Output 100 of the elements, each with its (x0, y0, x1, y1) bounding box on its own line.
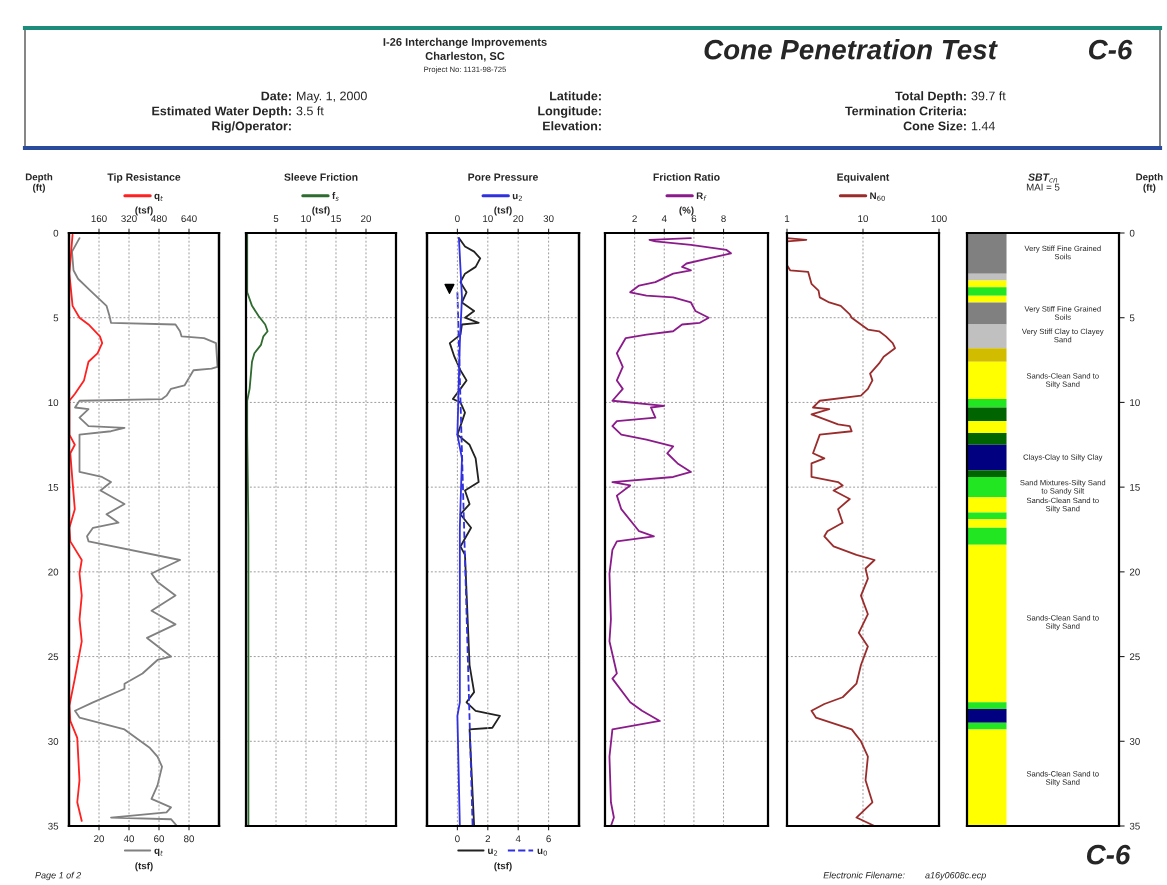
text: Total Depth: (895, 91, 966, 103)
text: Latitude: (550, 91, 601, 101)
x-tick-label: 100 (931, 215, 947, 223)
chart-title: Tip Resistance (107, 173, 181, 183)
text: Rig/Operator: (212, 121, 291, 133)
bar (967, 527, 1007, 545)
bar (967, 421, 1007, 433)
x-tick-label: 10 (301, 215, 312, 223)
bar (967, 399, 1007, 408)
bar (967, 407, 1007, 422)
text: 39.7 ft (971, 91, 1006, 101)
x-axis-title: (tsf) (494, 862, 512, 872)
legend-label: u$_{2}$ (488, 848, 498, 856)
y-tick-label: 35 (1129, 822, 1140, 830)
bar (967, 361, 1007, 400)
chart-title: Pore Pressure (468, 173, 538, 181)
x2-axis-title: (tsf) (135, 206, 153, 216)
bar (967, 497, 1007, 513)
bar (967, 233, 1007, 274)
x-tick-label: 6 (546, 835, 551, 843)
x2-tick-label: 320 (121, 215, 137, 223)
x2-tick-label: 160 (91, 215, 107, 223)
bar (967, 280, 1007, 288)
bar (967, 324, 1007, 349)
x-tick-label: 20 (361, 215, 372, 223)
x-tick-label: 8 (721, 215, 726, 223)
x-tick-label: 6 (691, 215, 697, 223)
legend-label: q$_{t}$ (154, 193, 163, 202)
text: Charleston, SC (425, 51, 505, 62)
x-tick-label: 2 (485, 835, 491, 843)
x-axis-title: (tsf) (312, 206, 330, 216)
line-series (71, 237, 219, 826)
x-tick-label: 20 (94, 835, 105, 843)
x-tick-label: 10 (858, 215, 869, 223)
legend-label: N$_{60}$ (870, 192, 885, 201)
text: Cone Penetration Test (704, 39, 998, 60)
chart-title: SBT$_{cn}$ (1028, 173, 1058, 183)
text: C-6 (1086, 844, 1131, 865)
x-axis-title: (%) (679, 206, 694, 216)
y-tick-label: 5 (1129, 314, 1135, 322)
text: Termination Criteria: (845, 106, 966, 116)
bar (967, 709, 1007, 723)
y-tick-label: 25 (48, 653, 59, 661)
text: May. 1, 2000 (297, 91, 367, 103)
text: Electronic Filename: (823, 871, 905, 879)
legend-label: f$_{s}$ (332, 192, 339, 201)
bar (967, 302, 1007, 325)
text: Cone Size: (903, 121, 966, 131)
legend-label: R$_{f}$ (696, 192, 707, 201)
bar (967, 287, 1007, 296)
chart-title: Equivalent (837, 173, 890, 183)
text: C-6 (1088, 39, 1133, 60)
y-tick-label: 25 (1129, 653, 1140, 661)
y-tick-label: 5 (53, 314, 59, 322)
x-tick-label: 1 (785, 215, 790, 222)
chart-title: Friction Ratio (653, 173, 720, 181)
legend-label: u$_{2}$ (512, 193, 522, 201)
y-tick-label: 15 (1130, 483, 1140, 491)
x-tick-label: 0 (455, 835, 460, 843)
x-tick-label: 5 (273, 215, 279, 223)
x-tick-label: 15 (331, 215, 341, 223)
text: a16y0608c.ecp (925, 872, 986, 881)
x-tick-label: 4 (661, 215, 667, 222)
x-tick-label: 60 (154, 835, 165, 843)
bar (967, 519, 1007, 528)
bar (967, 444, 1007, 471)
chart-subtitle: MAI = 5 (1026, 183, 1060, 191)
x-tick-label: 2 (632, 215, 637, 222)
y-tick-label: 20 (48, 568, 59, 576)
y-tick-label: 30 (1129, 738, 1140, 745)
x-tick-label: 40 (123, 835, 135, 843)
text: I-26 Interchange Improvements (383, 37, 547, 49)
text: Estimated Water Depth: (152, 106, 291, 118)
legend-label: q$_{t}$ (154, 848, 163, 856)
bar (967, 476, 1007, 498)
x-tick-label: 4 (515, 835, 521, 843)
text: Elevation: (543, 121, 601, 131)
y-tick-label: 20 (1129, 568, 1140, 576)
x-axis-title: (tsf) (135, 862, 153, 872)
y-axis-title: Depth (ft) (25, 173, 53, 193)
x2-tick-label: 480 (151, 215, 167, 223)
bar (967, 432, 1007, 445)
x2-tick-label: 30 (543, 215, 554, 223)
y-tick-label: 35 (48, 822, 59, 830)
y-axis-title: Depth (ft) (1136, 173, 1163, 193)
bar (967, 470, 1007, 477)
chart-title: Sleeve Friction (284, 173, 358, 181)
text: Page 1 of 2 (35, 871, 82, 881)
y-tick-label: 10 (1130, 399, 1140, 407)
x2-axis-title: (tsf) (494, 206, 512, 216)
bar (967, 544, 1007, 703)
y-tick-label: 15 (48, 483, 59, 491)
y-tick-label: 0 (1129, 229, 1135, 237)
y-tick-label: 0 (53, 229, 59, 237)
text: Date: (261, 91, 291, 101)
legend-label: u$_{0}$ (537, 848, 547, 856)
text: Longitude: (538, 106, 601, 118)
bar (967, 729, 1007, 826)
x-tick-label: 80 (184, 835, 195, 843)
bar (967, 348, 1007, 362)
